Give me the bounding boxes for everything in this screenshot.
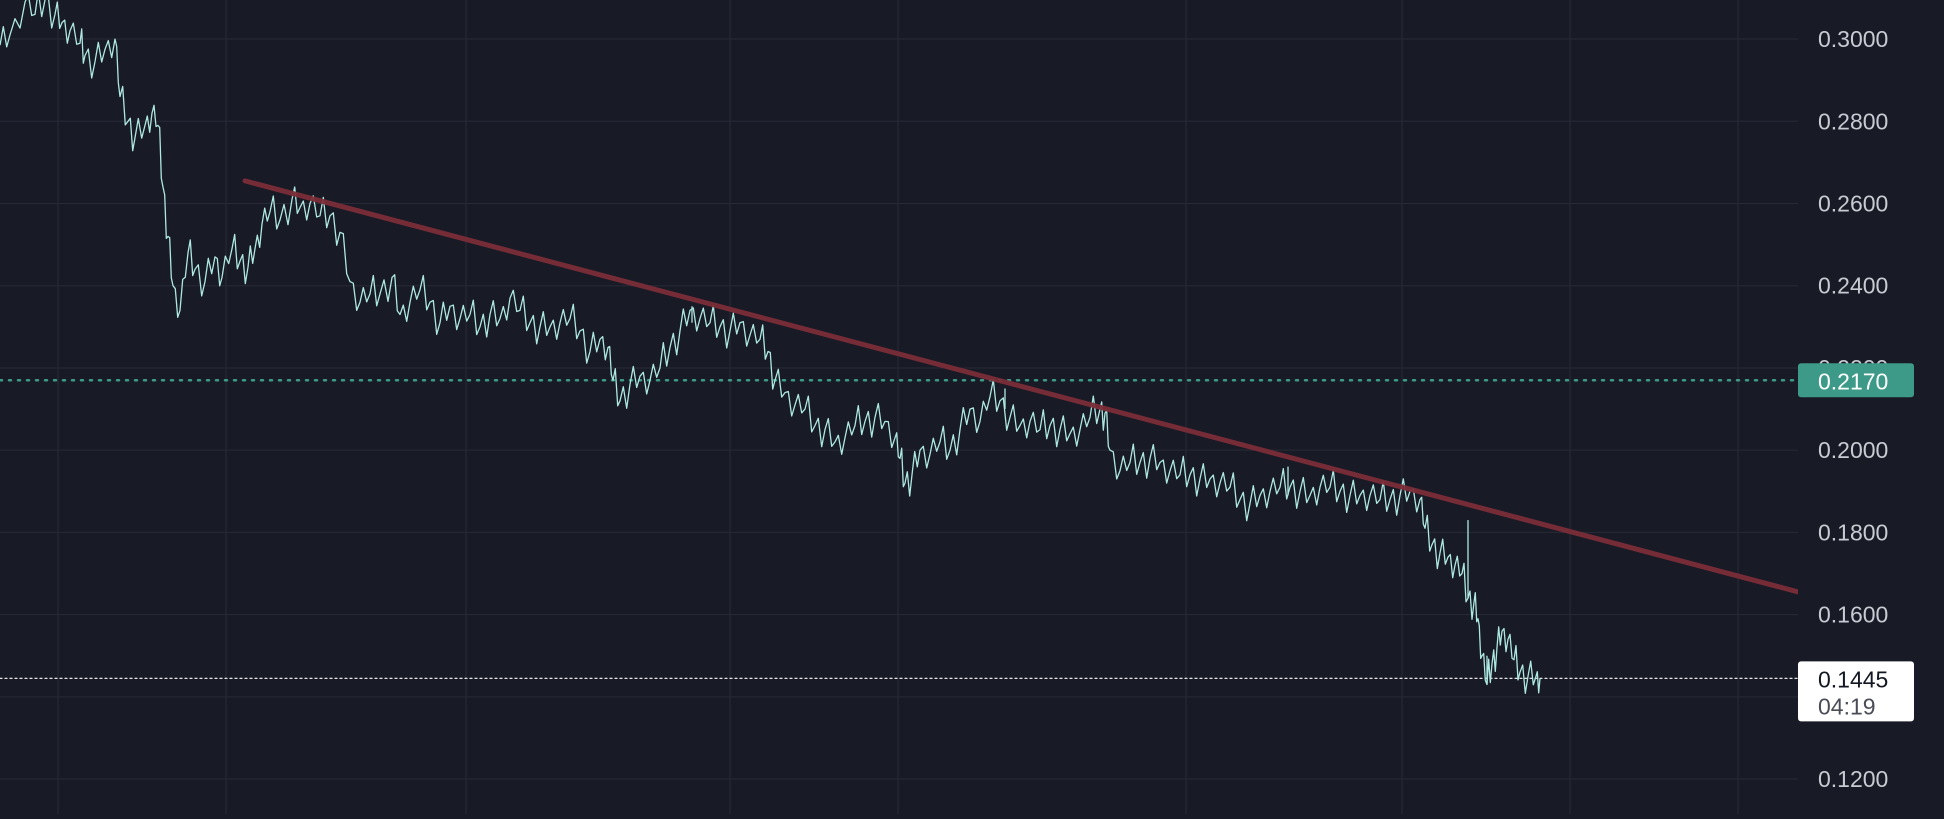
price-tick-label: 0.2800 [1818,108,1888,134]
last-price-badge: 0.1445 04:19 [1798,661,1914,722]
price-tick-label: 0.2000 [1818,437,1888,463]
last-price-label: 0.1445 [1818,666,1888,692]
trendline-layer [242,178,1803,595]
price-tick-label: 0.3000 [1818,26,1888,52]
grid [0,0,1798,814]
price-tick-label: 0.1800 [1818,519,1888,545]
price-badges: 0.2170 0.1445 04:19 [1798,363,1914,722]
level-badge-label: 0.2170 [1818,368,1888,394]
horizontal-levels [0,379,1800,679]
candle-countdown: 04:19 [1818,693,1876,719]
level-badge-background [1798,363,1914,398]
price-tick-label: 0.1600 [1818,602,1888,628]
level-badge: 0.2170 [1798,363,1914,398]
trendline[interactable] [242,178,1803,595]
price-tick-label: 0.1200 [1818,766,1888,792]
last-price-badge-background [1798,661,1914,722]
price-line [0,0,1541,694]
price-tick-label: 0.2400 [1818,273,1888,299]
price-series [0,0,1541,694]
price-tick-label: 0.2600 [1818,191,1888,217]
